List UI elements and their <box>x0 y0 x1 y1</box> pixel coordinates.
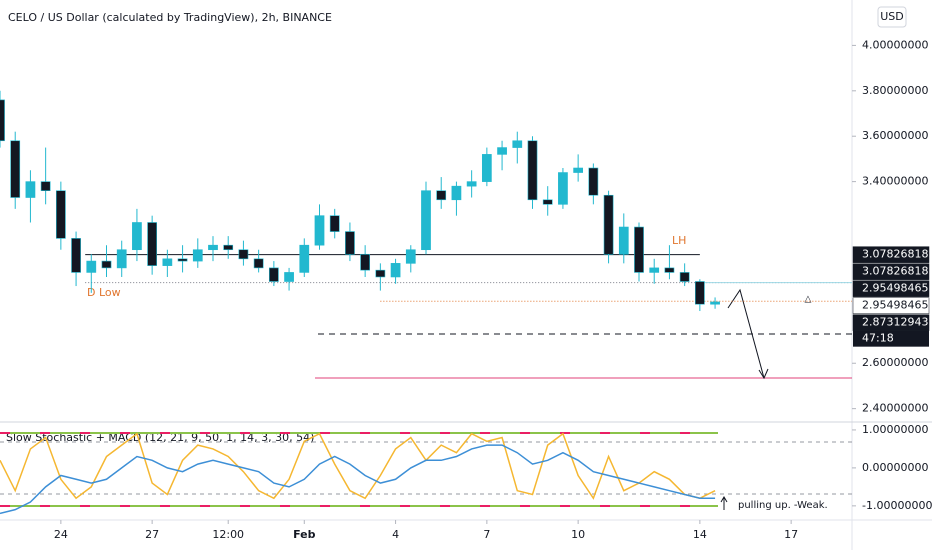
y-tick-label: 3.80000000 <box>862 84 928 97</box>
price-marker-label: 2.87312943 <box>862 316 928 329</box>
y-tick-label: 4.00000000 <box>862 38 928 51</box>
annotation: pulling up. -Weak. <box>738 500 828 511</box>
candle-body <box>664 267 675 273</box>
candle-body <box>55 190 66 239</box>
y-tick-label: -1.00000000 <box>862 499 932 512</box>
price-marker-label: 2.95498465 <box>862 282 928 295</box>
candle-body <box>253 258 264 269</box>
candle-body <box>0 99 5 142</box>
candle-body <box>558 172 568 205</box>
candle-body <box>451 185 462 201</box>
candle-body <box>299 244 310 273</box>
candle-body <box>147 222 158 266</box>
countdown-box <box>853 330 929 347</box>
x-tick-label: 14 <box>693 528 707 541</box>
candle-body <box>132 222 142 251</box>
x-tick-label: 17 <box>784 528 798 541</box>
candle-body <box>25 181 36 198</box>
y-tick-label: 3.40000000 <box>862 175 928 188</box>
x-tick-label: 12:00 <box>212 528 244 541</box>
y-tick-label: 2.60000000 <box>862 356 928 369</box>
x-tick-label: 10 <box>571 528 585 541</box>
candle-body <box>527 140 538 201</box>
drawn-arrow <box>727 288 765 379</box>
candle-body <box>694 281 705 305</box>
candle-body <box>86 260 97 273</box>
candle-body <box>481 154 492 182</box>
annotation: D Low <box>87 286 121 299</box>
candle-body <box>162 258 173 266</box>
candle-body <box>390 263 401 278</box>
price-marker <box>852 246 930 263</box>
currency-button[interactable] <box>877 6 907 28</box>
arrow-head <box>758 368 769 380</box>
x-tick-label: Feb <box>293 528 316 541</box>
candle-body <box>512 140 523 148</box>
candle-body <box>618 226 629 255</box>
annotation-arrow-head <box>720 496 728 503</box>
indicator-title: Slow Stochastic + MACD (12, 21, 9, 50, 1… <box>6 431 314 444</box>
candle-body <box>634 226 644 273</box>
x-tick-label: 27 <box>145 528 159 541</box>
candle-body <box>345 231 355 255</box>
candle-body <box>542 199 553 205</box>
chart-title: CELO / US Dollar (calculated by TradingV… <box>8 11 332 24</box>
y-tick-label: 3.60000000 <box>862 129 928 142</box>
candle-body <box>208 244 218 251</box>
y-tick-label: 0.00000000 <box>862 461 928 474</box>
price-marker-label: 3.07826818 <box>862 265 928 278</box>
candle-body <box>238 249 249 260</box>
candle-body <box>268 267 279 282</box>
candle-body <box>679 272 690 282</box>
candle-body <box>405 249 416 264</box>
candle-body <box>421 190 431 251</box>
alert-icon[interactable]: △ <box>805 295 812 305</box>
x-tick-label: 4 <box>392 528 399 541</box>
price-marker <box>852 297 930 314</box>
candle-body <box>314 215 325 246</box>
candle-body <box>40 181 51 192</box>
candle-body <box>10 140 21 198</box>
candle-body <box>649 267 660 273</box>
candle-body <box>588 167 599 196</box>
candle-body <box>466 181 477 187</box>
indicator-line <box>0 432 716 500</box>
candle-body <box>71 238 81 273</box>
y-tick-label: 1.00000000 <box>862 423 928 436</box>
candle-body <box>101 260 112 269</box>
candle-body <box>177 258 188 262</box>
candle-body <box>116 249 127 269</box>
y-tick-label: 2.40000000 <box>862 402 928 415</box>
x-tick-label: 7 <box>483 528 490 541</box>
price-marker <box>852 280 930 297</box>
price-marker-label: 3.07826818 <box>862 248 928 261</box>
x-tick-label: 24 <box>54 528 68 541</box>
annotation: LH <box>672 234 686 247</box>
price-marker-label: 2.95498465 <box>862 299 928 312</box>
candle-body <box>573 167 584 173</box>
countdown: 47:18 <box>862 332 894 345</box>
candle-body <box>436 190 447 201</box>
candle-body <box>192 249 203 262</box>
candle-body <box>603 194 614 255</box>
indicator-line <box>0 444 716 515</box>
candle-body <box>329 215 340 232</box>
candle-body <box>710 301 720 305</box>
candle-body <box>223 244 234 251</box>
candle-body <box>360 253 371 271</box>
candle-body <box>284 272 294 282</box>
candle-body <box>497 147 507 155</box>
candle-body <box>375 269 386 278</box>
price-marker <box>852 263 930 280</box>
currency-label[interactable]: USD <box>880 10 904 23</box>
